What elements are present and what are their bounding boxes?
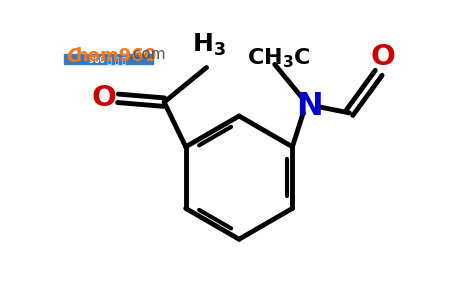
Text: O: O [370,43,395,71]
Text: N: N [296,91,323,122]
Text: hem960: hem960 [76,47,157,65]
Text: $\mathbf{CH_3C}$: $\mathbf{CH_3C}$ [247,47,310,70]
Bar [64,54,153,64]
Text: O: O [91,84,117,112]
Text: $\mathbf{H_3}$: $\mathbf{H_3}$ [192,31,226,57]
Text: 960 化 工 网: 960 化 工 网 [90,55,127,64]
Text: .com: .com [128,47,166,62]
Text: C: C [66,47,81,66]
